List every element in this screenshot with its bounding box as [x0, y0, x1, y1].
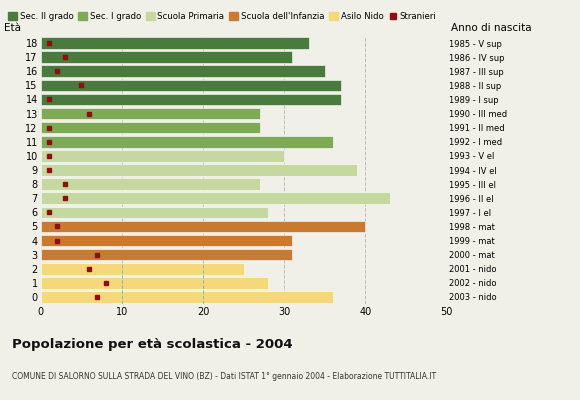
Bar [41, 206, 268, 218]
Bar [41, 136, 333, 148]
Bar [41, 108, 260, 119]
Bar [41, 178, 260, 190]
Bar [41, 249, 292, 260]
Bar [41, 164, 357, 176]
Bar [41, 150, 284, 162]
Bar [41, 37, 309, 49]
Text: COMUNE DI SALORNO SULLA STRADA DEL VINO (BZ) - Dati ISTAT 1° gennaio 2004 - Elab: COMUNE DI SALORNO SULLA STRADA DEL VINO … [12, 372, 436, 381]
Bar [41, 122, 260, 134]
Bar [41, 94, 341, 105]
Text: Anno di nascita: Anno di nascita [451, 23, 531, 33]
Bar [41, 235, 292, 246]
Bar [41, 51, 292, 63]
Bar [41, 221, 365, 232]
Bar [41, 277, 268, 289]
Bar [41, 263, 244, 274]
Bar [41, 80, 341, 91]
Bar [41, 291, 333, 303]
Text: Popolazione per età scolastica - 2004: Popolazione per età scolastica - 2004 [12, 338, 292, 351]
Bar [41, 66, 325, 77]
Legend: Sec. II grado, Sec. I grado, Scuola Primaria, Scuola dell'Infanzia, Asilo Nido, : Sec. II grado, Sec. I grado, Scuola Prim… [8, 12, 436, 21]
Text: Età: Età [4, 23, 21, 33]
Bar [41, 192, 390, 204]
